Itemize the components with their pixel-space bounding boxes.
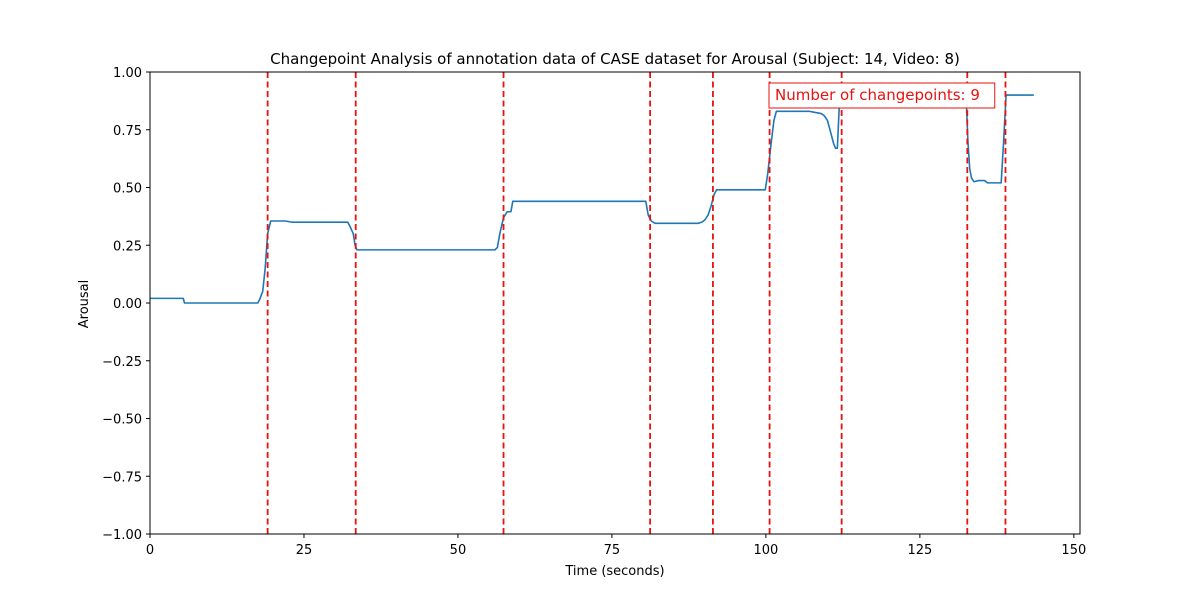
x-tick-label: 75 (604, 543, 621, 558)
x-tick-label: 100 (753, 543, 778, 558)
annotation-text: Number of changepoints: 9 (775, 86, 980, 104)
annotation-box (768, 82, 996, 109)
y-tick-label: −0.50 (102, 413, 142, 428)
x-tick-label: 25 (296, 543, 313, 558)
y-axis-label: Arousal (77, 280, 92, 329)
series-line-0 (150, 94, 1034, 304)
y-tick-label: 1.00 (113, 66, 142, 81)
y-tick-label: −0.75 (102, 470, 142, 485)
changepoint-count-annotation: Number of changepoints: 9 (768, 82, 996, 109)
y-tick-label: −1.00 (102, 528, 142, 543)
y-tick-label: 0.50 (113, 182, 142, 197)
y-tick-label: 0.25 (113, 239, 142, 254)
y-tick-label: 0.00 (113, 297, 142, 312)
axes-frame (149, 71, 1081, 535)
y-tick-label: −0.25 (102, 355, 142, 370)
chart-title: Changepoint Analysis of annotation data … (270, 50, 960, 68)
plot-area: Number of changepoints: 9 (150, 72, 1034, 534)
x-tick-label: 0 (146, 543, 154, 558)
axes: 0 25 50 75 100 125 150 −1.00 −0.75 −0.50 −0.25 0.00… (102, 66, 1086, 558)
x-tick-label: 50 (450, 543, 467, 558)
x-tick-label: 125 (907, 543, 932, 558)
x-axis-label: Time (seconds) (564, 564, 664, 579)
y-tick-label: 0.75 (113, 124, 142, 139)
x-tick-label: 150 (1061, 543, 1086, 558)
